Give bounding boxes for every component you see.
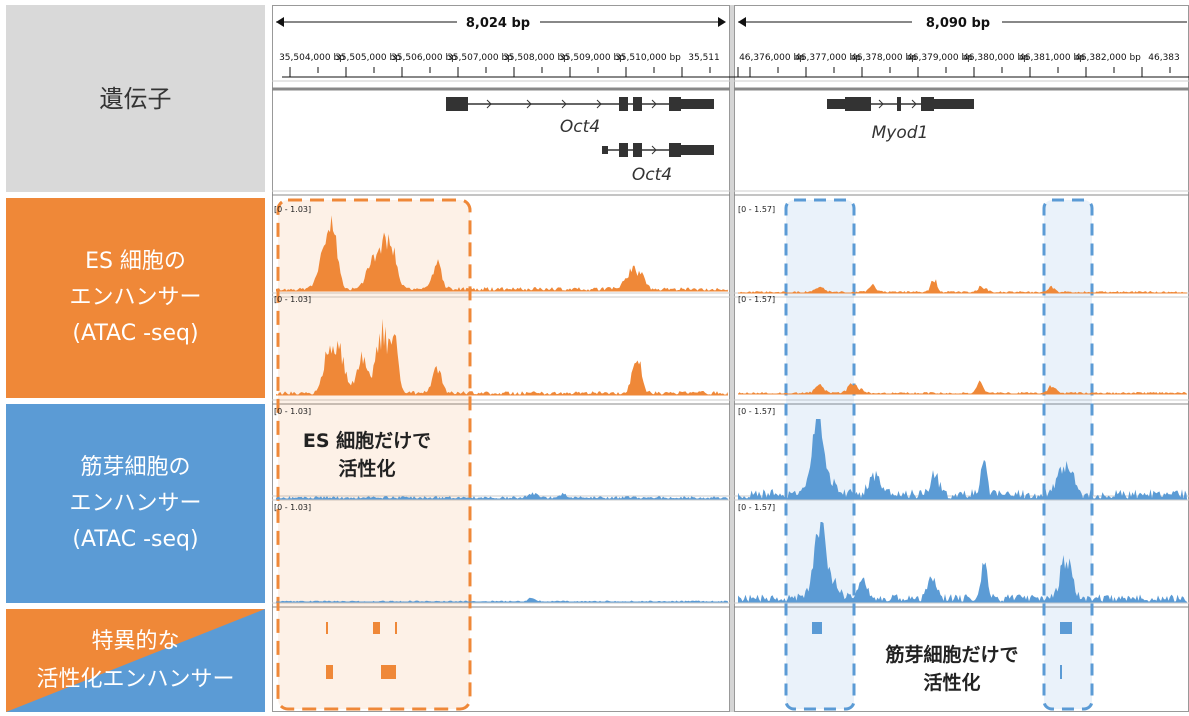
range-es-right-1: [0 - 1.57] xyxy=(738,205,775,214)
range-es-left-2: [0 - 1.03] xyxy=(274,295,311,304)
es-only-annotation-line-1: 活性化 xyxy=(338,457,395,480)
es-right-track-1 xyxy=(738,279,1187,293)
left-tick-label: 35,511 xyxy=(688,53,720,63)
left-tick-label: 35,507,000 bp xyxy=(447,53,513,63)
range-myo-left-2: [0 - 1.03] xyxy=(274,503,311,512)
diagonal-split xyxy=(6,609,265,712)
left-tick-label: 35,505,000 bp xyxy=(335,53,401,63)
left-tick-label: 35,508,000 bp xyxy=(503,53,569,63)
myo-left-track-1 xyxy=(276,492,728,499)
myo-right-track-1 xyxy=(738,419,1187,499)
myod1-label: Myod1 xyxy=(872,123,929,143)
range-es-left-1: [0 - 1.03] xyxy=(274,205,311,214)
right-span-label: 8,090 bp xyxy=(926,16,990,31)
es-label-box: ES 細胞の エンハンサー (ATAC -seq) xyxy=(6,198,265,398)
left-tick-label: 35,504,000 bp xyxy=(279,53,345,63)
oct4-gene-2: Oct4 xyxy=(602,143,714,185)
specific-label-box: 特異的な 活性化エンハンサー xyxy=(6,609,265,712)
right-tick-label: 46,381,000 bp xyxy=(1019,53,1085,63)
right-tick-label: 46,380,000 bp xyxy=(963,53,1029,63)
es-highlight-box xyxy=(276,198,472,711)
es-only-annotation: ES 細胞だけで活性化 xyxy=(303,429,431,480)
myo-label: 筋芽細胞の エンハンサー (ATAC -seq) xyxy=(69,454,202,552)
left-span-label: 8,024 bp xyxy=(466,16,530,31)
genes-label-box: 遺伝子 xyxy=(6,5,265,192)
myo-only-annotation-line-0: 筋芽細胞だけで xyxy=(885,643,1018,666)
myo-highlight-box-2 xyxy=(1042,198,1094,711)
range-myo-right-1: [0 - 1.57] xyxy=(738,407,775,416)
left-tick-label: 35,509,000 bp xyxy=(559,53,625,63)
oct4-label-2: Oct4 xyxy=(632,165,672,185)
signal-tracks xyxy=(276,215,1187,603)
myod1-gene: Myod1 xyxy=(827,97,974,143)
left-panel-frame xyxy=(272,5,730,712)
genes-label: 遺伝子 xyxy=(99,84,172,113)
es-only-annotation-line-0: ES 細胞だけで xyxy=(303,429,431,452)
myo-only-annotation-line-1: 活性化 xyxy=(923,671,980,694)
es-right-track-2 xyxy=(738,380,1187,394)
myo-left-track-2 xyxy=(276,597,728,602)
right-tick-label: 46,382,000 bp xyxy=(1075,53,1141,63)
right-tick-label: 46,376,000 bp xyxy=(739,53,805,63)
range-es-right-2: [0 - 1.57] xyxy=(738,295,775,304)
specific-peaks-right xyxy=(812,622,1072,679)
oct4-label-1: Oct4 xyxy=(560,117,600,137)
right-tick-label: 46,378,000 bp xyxy=(851,53,917,63)
left-tick-label: 35,510,000 bp xyxy=(615,53,681,63)
es-left-track-1 xyxy=(276,215,728,291)
panel-divider xyxy=(730,5,734,712)
range-myo-left-1: [0 - 1.03] xyxy=(274,407,311,416)
es-label: ES 細胞の エンハンサー (ATAC -seq) xyxy=(69,249,202,346)
myo-label-box: 筋芽細胞の エンハンサー (ATAC -seq) xyxy=(6,404,265,603)
left-tick-label: 35,506,000 bp xyxy=(391,53,457,63)
right-tick-label: 46,383 xyxy=(1148,53,1180,63)
specific-label: 特異的な 活性化エンハンサー xyxy=(36,628,235,692)
right-tick-label: 46,379,000 bp xyxy=(907,53,973,63)
range-myo-right-2: [0 - 1.57] xyxy=(738,503,775,512)
oct4-gene-1: Oct4 xyxy=(446,97,714,137)
es-left-track-2 xyxy=(276,318,728,395)
right-tick-label: 46,377,000 bp xyxy=(795,53,861,63)
myo-only-annotation: 筋芽細胞だけで活性化 xyxy=(885,643,1018,694)
genome-browser: 8,024 bp 35,504,000 bp 35,505,000 bp 35,50… xyxy=(272,5,1189,712)
specific-peaks-left xyxy=(326,622,397,679)
